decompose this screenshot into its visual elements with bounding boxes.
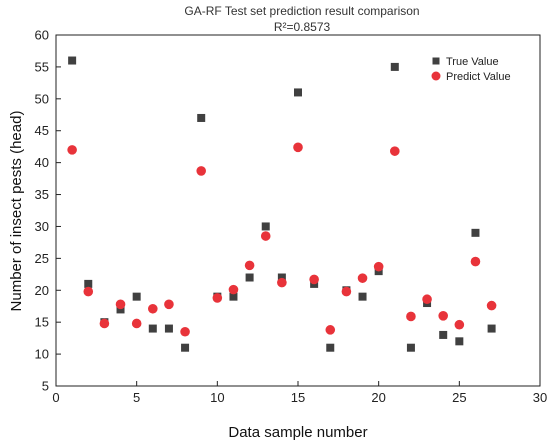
x-tick-label: 15 <box>291 390 305 405</box>
predict-value-point <box>148 303 158 314</box>
predict-value-point <box>260 231 271 241</box>
predict-value-point <box>131 318 142 329</box>
predict-value-point <box>470 256 481 267</box>
true-value-point <box>116 305 125 314</box>
predict-value-point <box>438 311 449 321</box>
predict-value-point <box>99 318 110 329</box>
predict-value-point <box>390 146 400 156</box>
y-tick-label: 40 <box>35 155 49 170</box>
true-value-point <box>132 292 141 301</box>
true-value-point <box>358 292 367 301</box>
x-tick-label: 30 <box>533 390 547 405</box>
chart-title: GA-RF Test set prediction result compari… <box>184 4 419 18</box>
predict-value-point <box>212 293 223 303</box>
x-axis: 0 5 10 15 20 25 30 <box>52 381 547 405</box>
legend-true-marker <box>432 57 440 65</box>
predict-value-point <box>196 166 206 176</box>
true-value-point <box>471 228 480 237</box>
predict-value-point <box>277 277 287 288</box>
legend-true-label: True Value <box>446 56 499 68</box>
legend-predict-marker <box>431 71 441 81</box>
predict-value-point <box>244 260 255 271</box>
y-tick-label: 35 <box>35 187 49 202</box>
true-value-point <box>406 343 415 352</box>
true-value-point <box>277 273 286 282</box>
y-tick-label: 10 <box>35 347 49 362</box>
predict-value-point <box>228 284 239 295</box>
y-axis-label: Number of insect pests (head) <box>8 111 25 312</box>
legend: True Value Predict Value <box>431 56 511 83</box>
predict-value-point <box>486 300 497 311</box>
true-value-point <box>390 62 399 71</box>
true-value-point <box>439 330 448 339</box>
true-value-point <box>229 292 238 301</box>
true-value-point <box>455 337 464 346</box>
chart-subtitle: R²=0.8573 <box>274 20 331 34</box>
y-tick-label: 30 <box>35 219 49 234</box>
x-tick-label: 10 <box>210 390 224 405</box>
y-tick-label: 5 <box>42 379 49 394</box>
true-value-point <box>261 222 270 231</box>
predict-value-point <box>180 326 190 337</box>
true-value-point <box>181 343 190 352</box>
predict-value-point <box>309 274 319 285</box>
true-value-point <box>84 279 93 288</box>
legend-predict-label: Predict Value <box>446 71 511 83</box>
predict-value-point <box>325 325 336 335</box>
true-value-point <box>326 343 335 352</box>
x-tick-label: 25 <box>452 390 466 405</box>
x-tick-label: 0 <box>52 390 59 405</box>
y-tick-label: 20 <box>35 283 49 298</box>
true-value-point <box>197 113 206 122</box>
predict-value-point <box>67 145 77 155</box>
y-tick-label: 25 <box>35 251 49 266</box>
true-value-point <box>148 324 157 333</box>
true-value-point <box>164 324 173 333</box>
predict-value-point <box>454 319 465 330</box>
predict-value-point <box>406 311 416 322</box>
data-marks <box>67 56 497 352</box>
y-tick-label: 45 <box>35 123 49 138</box>
y-tick-label: 60 <box>35 28 49 43</box>
predict-value-point <box>357 273 368 283</box>
predict-value-point <box>293 142 303 153</box>
predict-value-point <box>373 261 384 272</box>
predict-value-point <box>164 299 174 310</box>
predict-value-point <box>115 299 126 310</box>
true-value-point <box>245 273 254 282</box>
x-axis-label: Data sample number <box>228 424 367 441</box>
x-tick-label: 20 <box>371 390 385 405</box>
predict-value-point <box>422 294 432 305</box>
y-axis: 5 10 15 20 25 30 35 40 45 50 55 60 <box>35 28 61 394</box>
predict-value-point <box>341 286 352 297</box>
true-value-point <box>68 56 77 65</box>
y-tick-label: 50 <box>35 91 49 106</box>
x-tick-label: 5 <box>133 390 140 405</box>
predict-value-point <box>83 286 94 297</box>
true-value-point <box>294 88 302 97</box>
true-value-point <box>487 324 496 333</box>
y-tick-label: 55 <box>35 59 49 74</box>
plot-frame <box>55 34 541 387</box>
y-tick-label: 15 <box>35 315 49 330</box>
